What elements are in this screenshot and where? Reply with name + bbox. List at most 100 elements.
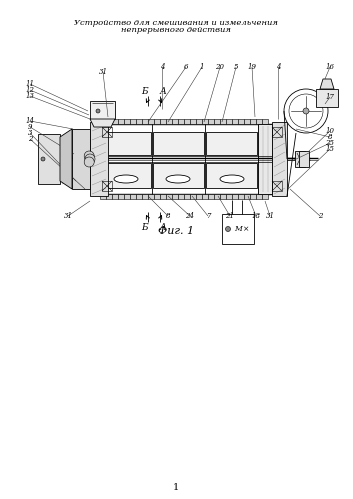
Bar <box>178 119 184 124</box>
Circle shape <box>226 227 231 232</box>
Bar <box>220 119 226 124</box>
Bar <box>214 194 220 199</box>
Text: 6: 6 <box>184 63 188 71</box>
Text: М: М <box>234 225 242 233</box>
Text: 17: 17 <box>325 93 335 101</box>
Text: 12: 12 <box>25 86 35 94</box>
Text: 21: 21 <box>226 212 234 220</box>
Bar <box>220 194 226 199</box>
Text: 4: 4 <box>276 63 280 71</box>
Polygon shape <box>320 79 334 89</box>
Bar <box>258 124 272 194</box>
Bar <box>153 163 204 188</box>
Ellipse shape <box>166 175 190 183</box>
Circle shape <box>85 154 95 164</box>
Bar <box>272 127 282 137</box>
Circle shape <box>303 108 309 114</box>
Bar <box>202 119 208 124</box>
Text: Устройство для смешивания и измельчения: Устройство для смешивания и измельчения <box>74 19 278 27</box>
Bar <box>112 194 118 199</box>
Bar <box>118 119 124 124</box>
Circle shape <box>289 94 323 128</box>
Bar <box>118 194 124 199</box>
Bar <box>244 194 250 199</box>
Bar <box>136 194 142 199</box>
Bar <box>295 151 305 167</box>
Bar <box>184 194 190 199</box>
Polygon shape <box>90 119 115 127</box>
Text: 1: 1 <box>173 483 179 492</box>
Bar <box>202 194 208 199</box>
Text: 5: 5 <box>234 63 238 71</box>
Text: 20: 20 <box>215 63 225 71</box>
Bar <box>208 194 214 199</box>
Text: 8: 8 <box>166 212 170 220</box>
Text: 10: 10 <box>325 127 335 135</box>
Bar <box>101 163 151 188</box>
Bar <box>153 132 204 155</box>
Bar <box>154 194 160 199</box>
Bar <box>72 129 90 189</box>
Bar <box>130 119 136 124</box>
Bar <box>214 119 220 124</box>
Bar <box>299 151 309 167</box>
Text: ×: × <box>243 225 249 233</box>
Text: 31: 31 <box>98 68 108 76</box>
Circle shape <box>84 157 94 167</box>
Bar <box>262 194 268 199</box>
Text: А: А <box>160 86 166 95</box>
Bar <box>256 119 262 124</box>
Bar <box>90 101 115 119</box>
Bar <box>160 119 166 124</box>
Bar <box>101 132 151 155</box>
Bar <box>154 119 160 124</box>
Text: непрерывного действия: непрерывного действия <box>121 26 231 34</box>
Text: 2: 2 <box>318 212 322 220</box>
Bar <box>106 194 112 199</box>
Bar <box>124 194 130 199</box>
Circle shape <box>284 89 328 133</box>
Bar <box>106 119 112 124</box>
Bar <box>250 119 256 124</box>
Bar <box>124 119 130 124</box>
Bar <box>142 119 148 124</box>
Bar <box>166 194 172 199</box>
Bar <box>178 194 184 199</box>
Bar <box>222 214 254 244</box>
Text: 2: 2 <box>28 135 32 143</box>
Bar <box>206 132 257 155</box>
Bar <box>102 181 112 191</box>
Bar <box>272 122 287 196</box>
Bar <box>100 194 106 199</box>
Bar <box>172 119 178 124</box>
Polygon shape <box>60 129 72 189</box>
Text: 4: 4 <box>160 63 164 71</box>
Bar <box>226 119 232 124</box>
Text: 16: 16 <box>325 63 335 71</box>
Bar <box>232 119 238 124</box>
Text: 19: 19 <box>247 63 257 71</box>
Bar <box>148 194 154 199</box>
Bar <box>90 122 108 196</box>
Bar <box>166 119 172 124</box>
Bar <box>136 119 142 124</box>
Bar <box>148 119 154 124</box>
Text: 31: 31 <box>265 212 275 220</box>
Bar <box>206 163 257 188</box>
Bar <box>190 119 196 124</box>
Bar <box>238 194 244 199</box>
Text: 1: 1 <box>200 63 204 71</box>
Bar <box>316 89 338 107</box>
Text: Б: Б <box>141 223 147 232</box>
Bar <box>100 119 106 124</box>
Text: 31: 31 <box>64 212 72 220</box>
Circle shape <box>84 151 94 161</box>
Bar <box>184 119 190 124</box>
Text: 18: 18 <box>251 212 261 220</box>
Bar <box>262 119 268 124</box>
Bar <box>238 119 244 124</box>
Circle shape <box>96 109 100 113</box>
Bar <box>112 119 118 124</box>
Text: 11: 11 <box>25 80 35 88</box>
Text: 25: 25 <box>325 139 335 147</box>
